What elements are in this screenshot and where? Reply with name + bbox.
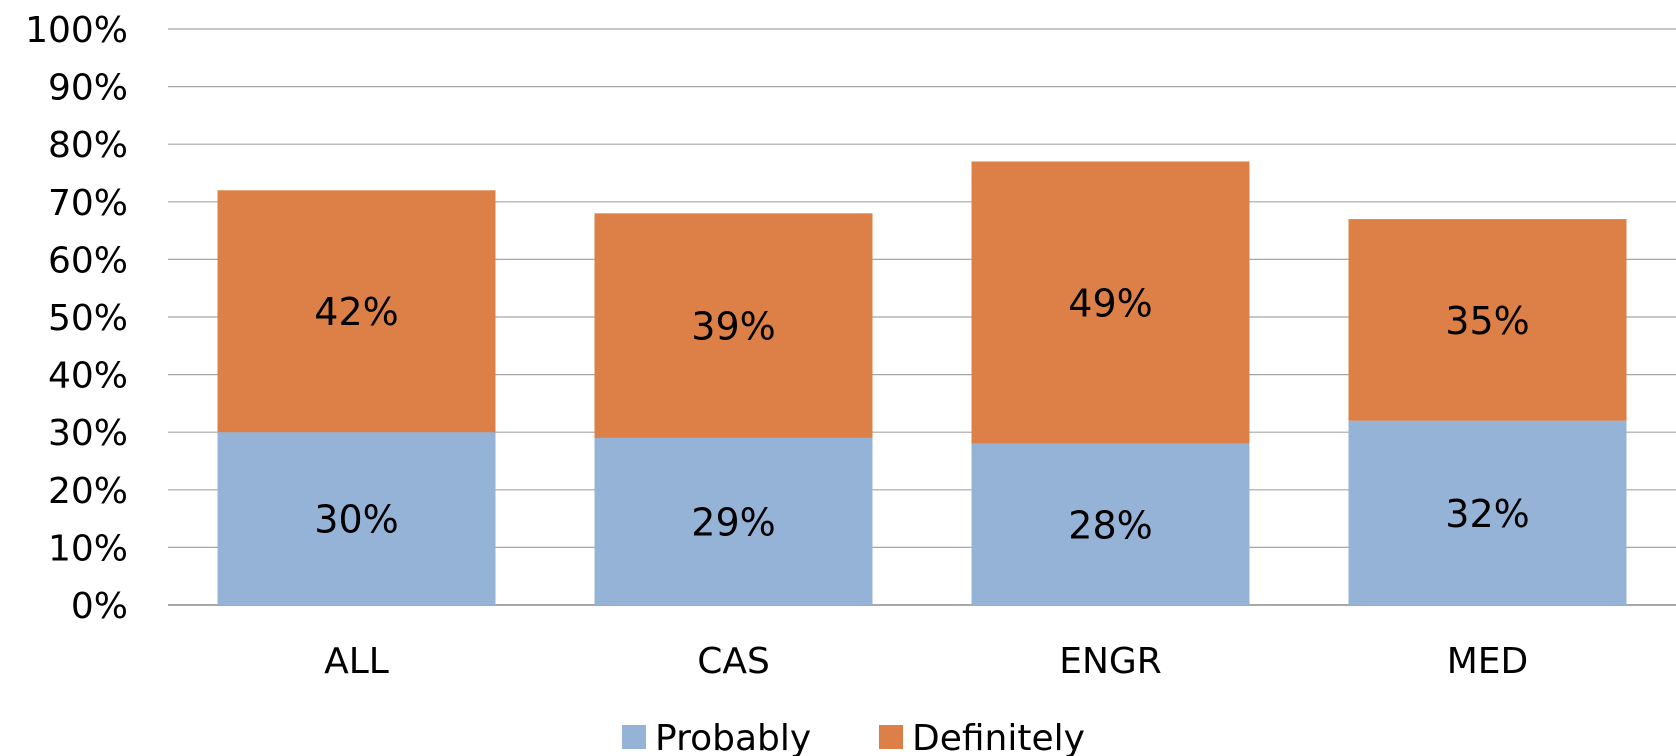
x-tick-label: ENGR: [1059, 641, 1162, 682]
bar-definitely: [971, 161, 1250, 444]
y-tick-label: 10%: [48, 528, 128, 569]
data-label: 28%: [1068, 503, 1152, 547]
bar-probably: [217, 432, 496, 605]
bar-probably: [594, 437, 873, 605]
x-tick-label: CAS: [697, 641, 770, 682]
bar-definitely: [1348, 219, 1627, 421]
x-tick-label: MED: [1447, 641, 1529, 682]
data-label: 30%: [314, 498, 398, 542]
legend-swatch-probably: [622, 725, 646, 749]
bar-definitely: [217, 190, 496, 433]
data-label: 35%: [1445, 299, 1529, 343]
y-tick-label: 90%: [48, 68, 128, 109]
y-tick-label: 0%: [71, 586, 128, 627]
y-tick-label: 40%: [48, 356, 128, 397]
bar-probably: [1348, 420, 1627, 605]
y-tick-label: 80%: [48, 125, 128, 166]
y-tick-label: 30%: [48, 413, 128, 454]
data-label: 49%: [1068, 282, 1152, 326]
legend: Probably Definitely: [622, 718, 1085, 756]
y-tick-label: 60%: [48, 240, 128, 281]
legend-label-probably: Probably: [655, 718, 811, 756]
legend-label-definitely: Definitely: [912, 718, 1085, 756]
y-tick-label: 20%: [48, 471, 128, 512]
data-label: 29%: [691, 500, 775, 544]
y-tick-label: 50%: [48, 298, 128, 339]
data-label: 42%: [314, 290, 398, 334]
y-tick-label: 70%: [48, 183, 128, 224]
data-labels: 30% 42% 29% 39% 28% 49% 32% 35%: [314, 282, 1529, 548]
bar-probably: [971, 443, 1250, 605]
bar-definitely: [594, 213, 873, 438]
data-label: 32%: [1445, 492, 1529, 536]
data-label: 39%: [691, 305, 775, 349]
y-axis-ticks: 0% 10% 20% 30% 40% 50% 60% 70% 80% 90% 100%: [25, 10, 128, 627]
x-tick-label: ALL: [324, 641, 389, 682]
y-tick-label: 100%: [25, 10, 128, 51]
x-axis-labels: ALL CAS ENGR MED: [324, 641, 1528, 682]
bars: [217, 161, 1627, 605]
legend-swatch-definitely: [879, 725, 903, 749]
